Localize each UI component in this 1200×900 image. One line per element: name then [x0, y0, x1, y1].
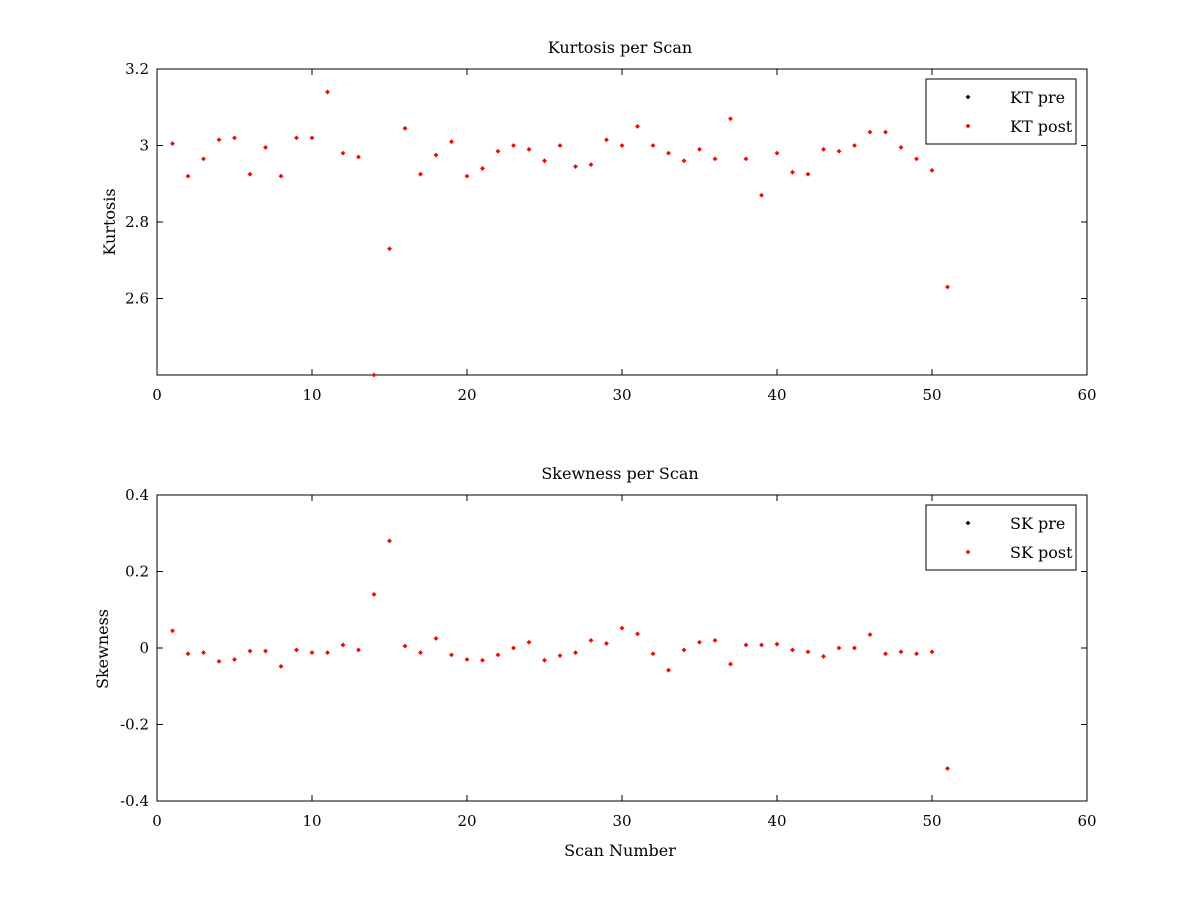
skewness-data-point: [464, 657, 470, 662]
kurtosis-data-point: [263, 145, 268, 150]
skewness-data-point: [635, 631, 640, 637]
skewness-x-tick-label: 10: [302, 812, 321, 830]
kurtosis-data-point: [387, 246, 392, 252]
skewness-data-point: [728, 661, 733, 667]
skewness-data-point: [929, 649, 935, 655]
kurtosis-data-point: [232, 135, 237, 141]
skewness-legend-label: SK pre: [1010, 514, 1065, 533]
skewness-x-tick-label: 40: [767, 812, 786, 830]
skewness-data-point: [588, 637, 594, 643]
skewness-data-point: [681, 647, 687, 653]
skewness-data-point: [294, 647, 299, 653]
kurtosis-y-tick-label: 3.2: [125, 60, 149, 78]
kurtosis-legend-label: KT post: [1010, 117, 1073, 136]
skewness-y-axis-label: Skewness: [93, 609, 112, 689]
skewness-y-tick-label: 0.2: [125, 563, 149, 581]
kurtosis-data-point: [449, 139, 454, 145]
skewness-legend-box: [925, 504, 1077, 571]
kurtosis-data-point: [480, 166, 485, 171]
skewness-data-point: [666, 667, 671, 673]
skewness-data-point: [356, 647, 361, 653]
kurtosis-x-tick-label: 20: [457, 386, 476, 404]
kurtosis-data-point: [294, 135, 299, 141]
skewness-panel: Skewness per Scan Skewness Scan Number 0…: [93, 464, 1097, 860]
kurtosis-data-point: [309, 135, 315, 141]
kurtosis-legend-box: [925, 78, 1077, 145]
skewness-data-point: [790, 647, 795, 653]
skewness-data-point: [945, 766, 950, 771]
kurtosis-y-axis-label: Kurtosis: [100, 188, 119, 255]
skewness-x-tick-label: 50: [922, 812, 941, 830]
kurtosis-x-tick-label: 0: [152, 386, 162, 404]
kurtosis-y-tick-label: 2.6: [125, 290, 149, 308]
skewness-legend-label: SK post: [1010, 543, 1073, 562]
skewness-y-tick-label: 0.4: [125, 486, 149, 504]
skewness-data-point: [883, 651, 888, 657]
skewness-data-point: [867, 632, 873, 638]
skewness-x-tick-label: 30: [612, 812, 631, 830]
kurtosis-x-tick-label: 10: [302, 386, 321, 404]
skewness-data-point: [542, 657, 547, 663]
kurtosis-data-point: [418, 171, 423, 177]
skewness-x-axis-label: Scan Number: [564, 841, 676, 860]
kurtosis-x-tick-label: 50: [922, 386, 941, 404]
skewness-data-point: [821, 654, 826, 659]
skewness-legend-marker: [965, 520, 971, 526]
kurtosis-legend-label: KT pre: [1010, 88, 1065, 107]
skewness-x-tick-label: 20: [457, 812, 476, 830]
skewness-data-point: [619, 625, 625, 631]
skewness-chart-title: Skewness per Scan: [541, 464, 698, 483]
kurtosis-data-point: [356, 154, 361, 160]
skewness-data-point: [914, 651, 919, 657]
skewness-data-point: [573, 650, 578, 655]
skewness-data-point: [604, 641, 609, 646]
skewness-data-point: [526, 639, 532, 645]
skewness-legend-marker: [965, 549, 971, 555]
skewness-y-tick-label: 0: [139, 639, 149, 657]
skewness-data-point: [712, 637, 718, 643]
skewness-legend: SK pre SK post: [925, 504, 1077, 571]
kurtosis-data-point: [278, 173, 284, 179]
skewness-data-point: [774, 641, 780, 647]
kurtosis-plot-area: 0 10 20 30 40 50 60 2.6 2.8 3 3.2 KT pre KT post: [125, 60, 1096, 404]
skewness-x-tick-label: 60: [1077, 812, 1096, 830]
skewness-data-point: [805, 649, 811, 655]
kurtosis-data-point: [371, 372, 377, 378]
kurtosis-data-point: [464, 173, 470, 179]
skewness-data-point: [898, 649, 904, 655]
kurtosis-data-point: [759, 192, 764, 198]
skewness-y-tick-label: -0.2: [120, 716, 149, 734]
kurtosis-panel: Kurtosis per Scan Kurtosis 0 10 20 30 40 50 60…: [100, 38, 1097, 404]
skewness-data-point: [557, 653, 563, 659]
skewness-data-point: [836, 645, 842, 651]
kurtosis-y-tick-label: 2.8: [125, 213, 149, 231]
kurtosis-data-point: [573, 164, 578, 169]
kurtosis-data-point: [433, 152, 439, 158]
skewness-x-tick-label: 0: [152, 812, 162, 830]
skewness-data-point: [759, 642, 764, 648]
kurtosis-x-tick-label: 30: [612, 386, 631, 404]
skewness-data-point: [697, 639, 702, 645]
skewness-plot-area: 0 10 20 30 40 50 60 -0.4 -0.2 0 0.2 0.4 SK pre SK pos…: [120, 486, 1096, 830]
kurtosis-data-point: [325, 89, 330, 95]
kurtosis-y-tick-label: 3: [139, 137, 149, 155]
kurtosis-legend: KT pre KT post: [925, 78, 1077, 145]
kurtosis-data-point: [495, 148, 501, 154]
skewness-y-tick-label: -0.4: [120, 792, 149, 810]
skewness-data-point: [650, 651, 656, 657]
kurtosis-data-point: [340, 150, 346, 156]
kurtosis-data-point: [898, 145, 904, 150]
kurtosis-chart-title: Kurtosis per Scan: [548, 38, 692, 57]
kurtosis-data-point: [185, 173, 191, 179]
kurtosis-x-tick-label: 60: [1077, 386, 1096, 404]
skewness-data-point: [511, 645, 516, 651]
skewness-data-point: [852, 645, 857, 651]
kurtosis-x-tick-label: 40: [767, 386, 786, 404]
skewness-data-point: [743, 642, 749, 648]
